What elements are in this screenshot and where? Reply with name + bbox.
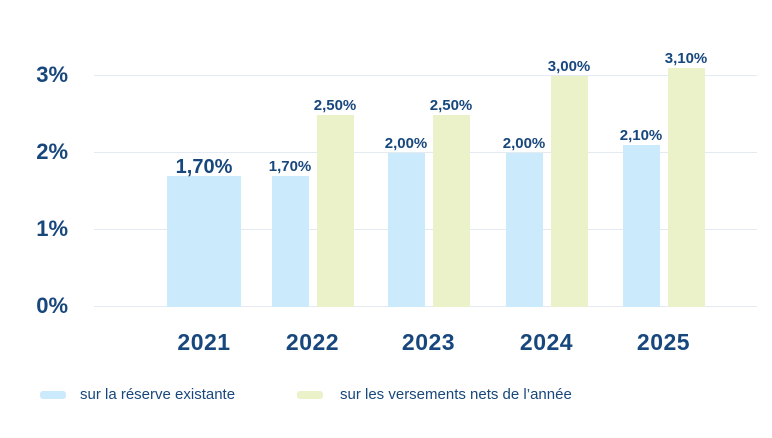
bar-versements-nets-2022: [316, 114, 354, 307]
gridline-3%: [94, 75, 757, 76]
y-axis-tick-label: 3%: [36, 62, 68, 87]
x-axis-tick-label-2021: 2021: [177, 329, 231, 355]
value-label-reserve-existante-2021: 1,70%: [175, 156, 233, 179]
x-axis-tick-label-2023: 2023: [401, 329, 456, 355]
x-axis-tick-label-2022: 2022: [285, 329, 340, 355]
value-label-reserve-existante-2022: 1,70%: [268, 158, 312, 176]
value-label-versements-nets-2024: 3,00%: [547, 58, 591, 75]
bar-reserve-existante-2022: [271, 176, 309, 307]
legend-swatch-versements-nets: [297, 391, 323, 399]
legend-label-versements-nets: sur les versements nets de l’année: [340, 386, 572, 403]
y-axis-tick-label: 1%: [36, 216, 68, 241]
value-label-versements-nets-2023: 2,50%: [429, 96, 473, 114]
x-axis-tick-label-2025: 2025: [636, 329, 691, 355]
bar-reserve-existante-2023: [387, 153, 425, 307]
bar-versements-nets-2025: [667, 68, 705, 307]
bar-reserve-existante-2021: [167, 176, 241, 307]
value-label-reserve-existante-2025: 2,10%: [619, 127, 663, 145]
gridline-0%: [94, 306, 757, 307]
x-axis-tick-label-2024: 2024: [519, 329, 574, 355]
y-axis-tick-label: 0%: [36, 293, 68, 318]
bar-versements-nets-2024: [550, 76, 588, 307]
bar-reserve-existante-2024: [505, 153, 543, 307]
legend-label-reserve-existante: sur la réserve existante: [80, 386, 236, 403]
bar-reserve-existante-2025: [622, 145, 660, 307]
value-label-versements-nets-2025: 3,10%: [664, 50, 708, 68]
gridline-1%: [94, 229, 757, 230]
value-label-reserve-existante-2024: 2,00%: [502, 135, 546, 152]
legend-swatch-reserve-existante: [40, 391, 66, 399]
y-axis-tick-label: 2%: [36, 139, 68, 164]
value-label-reserve-existante-2023: 2,00%: [384, 135, 428, 152]
bar-versements-nets-2023: [432, 114, 470, 307]
gridline-2%: [94, 152, 757, 153]
value-label-versements-nets-2022: 2,50%: [313, 96, 357, 114]
